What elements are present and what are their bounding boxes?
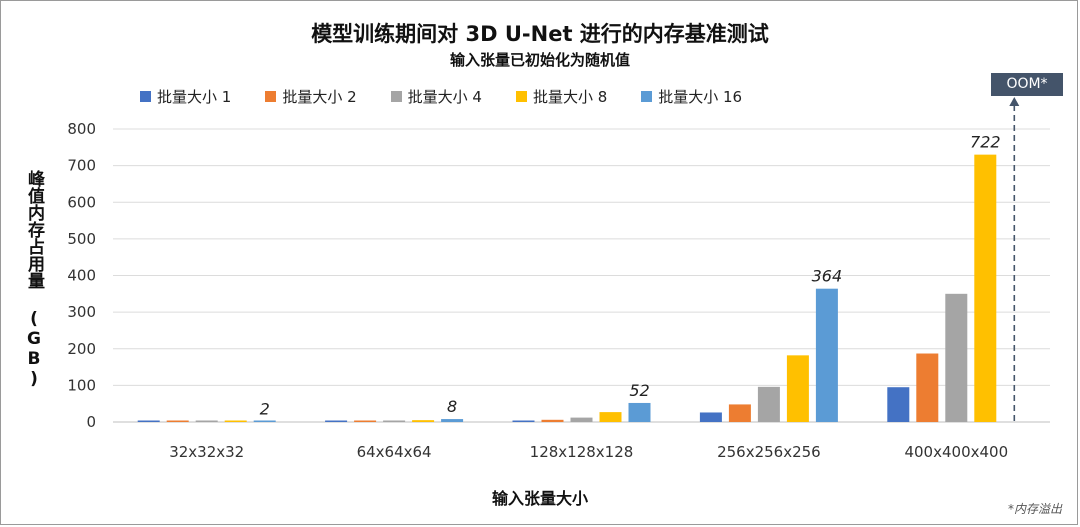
bar: [354, 420, 377, 422]
bar: [412, 420, 435, 422]
legend-label: 批量大小 2: [282, 88, 357, 106]
x-tick-label: 256x256x256: [717, 443, 821, 461]
legend: 批量大小 1 批量大小 2 批量大小 4 批量大小 8 批量大小 16: [140, 86, 742, 107]
x-tick-label: 128x128x128: [530, 443, 634, 461]
bar: [728, 404, 751, 422]
bar: [541, 419, 564, 422]
bar: [253, 420, 276, 422]
footnote: *内存溢出: [1007, 502, 1062, 516]
legend-item: 批量大小 1: [140, 86, 231, 107]
bar: [166, 420, 189, 422]
oom-annotation: OOM*: [991, 73, 1063, 96]
x-tick-label: 32x32x32: [169, 443, 244, 461]
data-label: 8: [447, 397, 457, 416]
y-tick-label: 400: [67, 267, 96, 285]
y-tick-label: 600: [67, 193, 96, 211]
chart-subtitle: 输入张量已初始化为随机值: [449, 51, 630, 69]
y-tick-label: 500: [67, 230, 96, 248]
y-tick-label: 300: [67, 303, 96, 321]
bar: [325, 420, 348, 422]
legend-swatch: [390, 91, 402, 102]
oom-arrow-head: [1009, 97, 1020, 106]
data-label: 52: [629, 381, 649, 400]
chart-title: 模型训练期间对 3D U-Net 进行的内存基准测试: [311, 22, 769, 46]
bar: [570, 417, 593, 422]
bar: [887, 387, 910, 422]
bar: [512, 420, 535, 422]
bar: [441, 419, 464, 422]
bar: [224, 420, 247, 422]
legend-swatch: [641, 91, 653, 102]
legend-item: 批量大小 8: [515, 86, 608, 107]
bar: [383, 420, 406, 422]
bar: [599, 412, 622, 422]
legend-item: 批量大小 16: [641, 86, 742, 107]
legend-item: 批量大小 2: [265, 86, 357, 107]
data-label: 722: [970, 133, 1001, 152]
bar: [195, 420, 218, 422]
bar: [945, 293, 968, 422]
data-label: 364: [812, 267, 843, 286]
legend-label: 批量大小 16: [658, 88, 743, 106]
legend-swatch: [265, 91, 277, 102]
y-tick-label: 0: [86, 413, 96, 431]
bar: [699, 412, 722, 422]
bar: [757, 386, 780, 422]
bar: [916, 353, 939, 422]
y-tick-label: 100: [67, 376, 96, 394]
legend-item: 批量大小 4: [390, 86, 482, 107]
bar: [815, 288, 838, 422]
x-tick-label: 64x64x64: [357, 443, 432, 461]
legend-swatch: [515, 91, 527, 102]
legend-label: 批量大小 1: [157, 88, 232, 106]
legend-label: 批量大小 8: [532, 88, 608, 106]
y-tick-label: 800: [67, 120, 96, 138]
x-axis-label: 输入张量大小: [491, 489, 588, 508]
bar: [786, 355, 809, 422]
bar: [974, 154, 997, 422]
x-tick-label: 400x400x400: [904, 443, 1008, 461]
bar: [137, 420, 160, 422]
legend-swatch: [140, 91, 151, 102]
bar: [628, 402, 651, 422]
data-label: 2: [260, 399, 270, 418]
y-tick-label: 700: [67, 157, 96, 175]
y-tick-label: 200: [67, 340, 96, 358]
y-axis-label: 峰值内存占用量 (GB): [24, 170, 44, 389]
legend-label: 批量大小 4: [407, 88, 482, 106]
